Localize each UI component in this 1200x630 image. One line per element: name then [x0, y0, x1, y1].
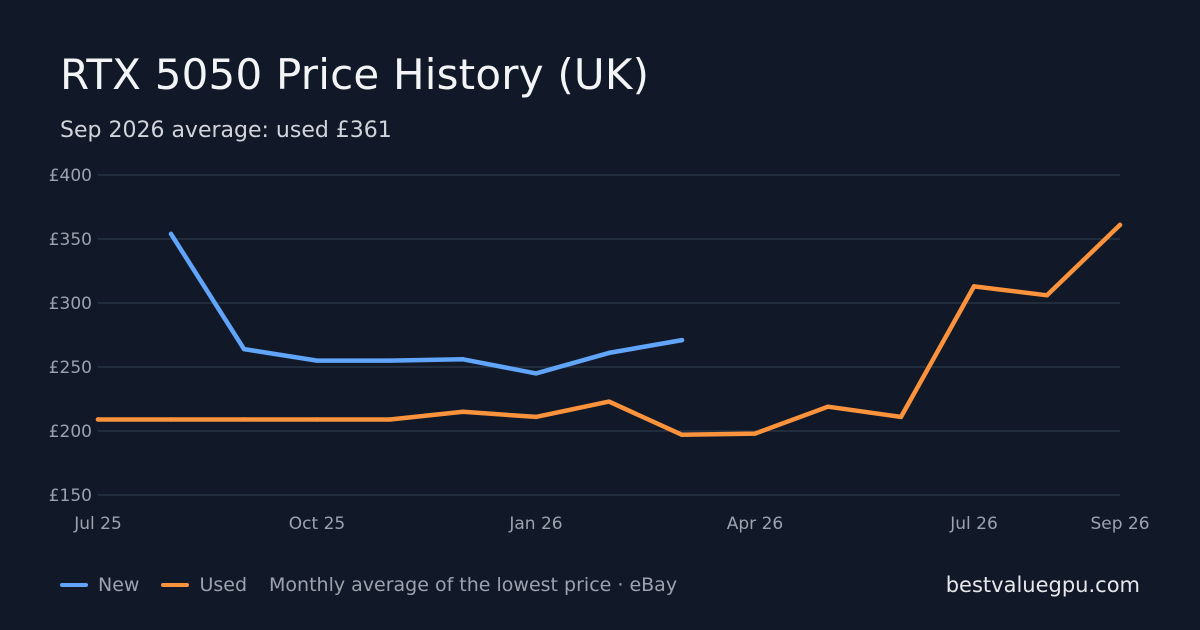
legend-note: Monthly average of the lowest price · eB…: [269, 574, 678, 596]
data-point-new[interactable]: [533, 371, 539, 376]
y-tick-label: £250: [49, 358, 92, 378]
x-tick-label: Oct 25: [289, 514, 345, 534]
data-point-used[interactable]: [533, 414, 539, 420]
data-point-used[interactable]: [387, 417, 393, 422]
data-point-new[interactable]: [679, 337, 685, 343]
x-tick-label: Jan 26: [508, 514, 562, 534]
data-point-used[interactable]: [1044, 293, 1050, 298]
x-axis-ticks: Jul 25 Oct 25 Jan 26 Apr 26 Jul 26 Sep 26: [73, 514, 1149, 534]
chart-subtitle: Sep 2026 average: used £361: [60, 118, 392, 143]
legend: New Used Monthly average of the lowest p…: [60, 574, 677, 596]
legend-swatch-used: [161, 583, 190, 587]
data-point-used[interactable]: [898, 414, 904, 420]
legend-swatch-new: [60, 583, 88, 587]
data-point-used[interactable]: [606, 399, 612, 404]
data-point-used[interactable]: [752, 431, 758, 436]
data-point-new[interactable]: [606, 350, 612, 356]
x-tick-label: Jul 26: [949, 514, 998, 534]
x-tick-label: Jul 25: [73, 514, 122, 534]
data-point-used[interactable]: [314, 417, 320, 422]
data-point-used[interactable]: [825, 404, 831, 409]
legend-label-new: New: [98, 574, 140, 596]
y-axis-ticks: £150 £200 £250 £300 £350 £400: [49, 166, 92, 506]
y-tick-label: £150: [49, 486, 92, 506]
y-tick-label: £400: [49, 166, 92, 186]
data-point-used[interactable]: [971, 284, 977, 289]
site-brand[interactable]: bestvaluegpu.com: [945, 573, 1140, 597]
legend-label-used: Used: [199, 574, 248, 596]
data-point-used[interactable]: [1117, 222, 1123, 228]
series-layer: [95, 222, 1123, 438]
data-point-used[interactable]: [95, 417, 101, 422]
x-tick-label: Apr 26: [727, 514, 783, 534]
legend-item-used[interactable]: Used: [161, 574, 247, 596]
grid-layer: [98, 174, 1120, 496]
y-tick-label: £200: [49, 422, 92, 442]
data-point-new[interactable]: [314, 358, 320, 363]
legend-item-new[interactable]: New: [60, 574, 139, 596]
x-tick-label: Sep 26: [1090, 514, 1149, 534]
series-line-new[interactable]: [168, 231, 685, 376]
data-point-new[interactable]: [387, 358, 393, 363]
y-tick-label: £300: [49, 294, 92, 314]
chart-title: RTX 5050 Price History (UK): [60, 50, 650, 99]
data-point-used[interactable]: [679, 432, 685, 438]
data-point-new[interactable]: [168, 231, 174, 237]
data-point-used[interactable]: [241, 417, 247, 422]
data-point-new[interactable]: [460, 357, 466, 362]
data-point-used[interactable]: [460, 409, 466, 414]
data-point-used[interactable]: [168, 417, 174, 422]
data-point-new[interactable]: [241, 346, 247, 352]
y-tick-label: £350: [49, 230, 92, 250]
